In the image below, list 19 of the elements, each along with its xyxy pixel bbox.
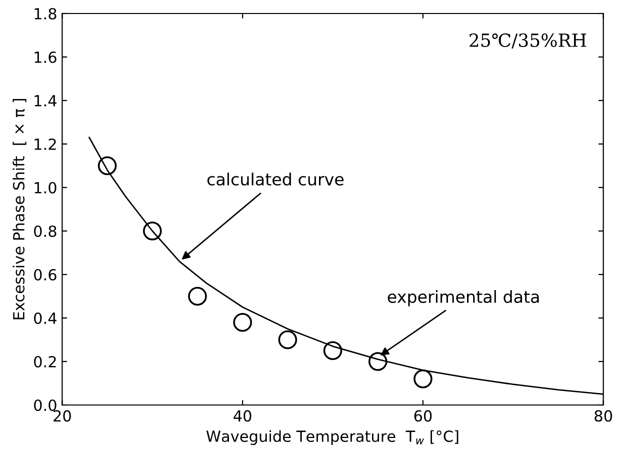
y-tick-label: 0.6 [34,268,56,281]
annotation: calculated curve [207,172,344,186]
y-tick-label: 0.4 [34,312,56,324]
x-tick-label: 20 [54,410,71,422]
y-tick-label: 1.4 [34,95,56,106]
y-tick-label: 0.2 [34,356,56,368]
y-axis-title: Excessive Phase Shift [ × π ] [12,99,26,320]
y-tick-label: 1.8 [34,8,56,20]
y-tick-label: 1.0 [34,182,56,194]
x-tick-label: 60 [414,410,432,422]
y-tick-label: 0.8 [34,225,56,238]
annotation: 25℃/35%RH [470,33,586,48]
x-axis-title: Waveguide Temperature T$_{w}$ [°C] [206,430,458,445]
y-tick-label: 0.0 [34,399,56,412]
y-tick-label: 1.6 [34,51,56,64]
annotation: experimental data [388,290,539,306]
y-tick-label: 1.2 [34,138,56,150]
x-tick-label: 40 [234,410,252,422]
x-tick-label: 80 [594,410,612,422]
